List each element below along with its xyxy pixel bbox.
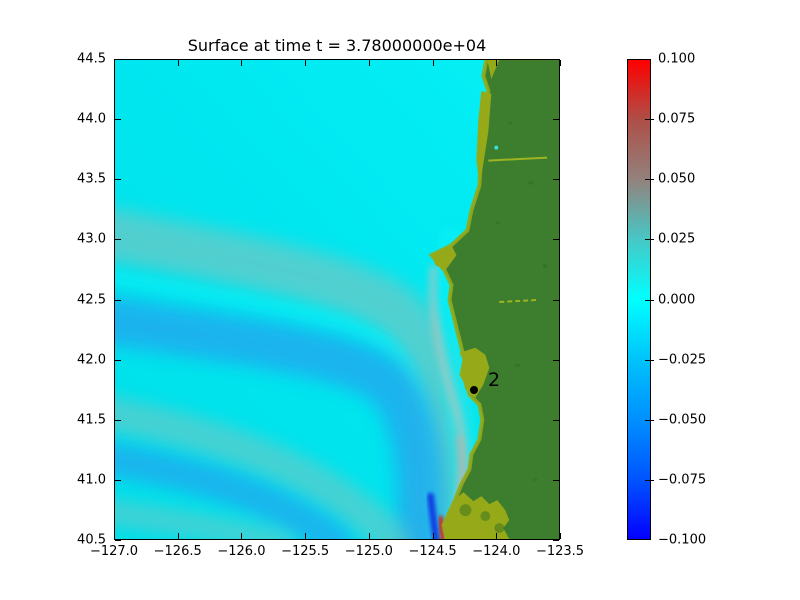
lowland-hill — [494, 523, 505, 534]
x-tick-mark-bottom — [305, 533, 307, 539]
terrain-speckles — [496, 121, 548, 482]
x-tick-mark-bottom — [241, 533, 243, 539]
landmass — [428, 60, 559, 539]
plot-title: Surface at time t = 3.78000000e+04 — [187, 36, 487, 55]
wave-crest-band-2 — [115, 396, 410, 539]
y-tick-mark-right — [553, 419, 559, 421]
gauge-2-label: 2 — [488, 369, 501, 391]
y-tick-label: 43.5 — [77, 171, 106, 187]
wave-crest-band-3 — [115, 500, 295, 539]
y-tick-label: 42.5 — [77, 292, 106, 307]
y-tick-mark-left — [115, 479, 121, 481]
x-tick-label: −126.0 — [217, 544, 266, 559]
x-tick-mark-top — [496, 60, 498, 66]
colorbar-tick-label: 0.000 — [658, 292, 696, 307]
estuary-speck — [494, 145, 499, 150]
y-tick-mark-right — [553, 179, 559, 181]
x-tick-mark-bottom — [114, 533, 115, 539]
y-tick-mark-left — [115, 299, 121, 301]
y-tick-mark-right — [553, 299, 559, 301]
y-tick-mark-left — [115, 119, 121, 121]
y-tick-label: 40.5 — [77, 532, 106, 548]
wave-trough-band-2 — [115, 443, 353, 539]
crescent-city-lowland — [459, 347, 490, 398]
colorbar-tick-label: −0.025 — [658, 352, 707, 368]
colorbar-tick-label: 0.100 — [658, 51, 696, 67]
surface-heatmap — [115, 60, 559, 539]
y-tick-mark-left — [115, 59, 121, 60]
x-tick-mark-bottom — [560, 533, 561, 539]
colorbar-tick-label: −0.050 — [658, 412, 707, 428]
y-tick-mark-left — [115, 359, 121, 361]
south-lowland — [443, 492, 510, 539]
x-tick-mark-bottom — [177, 533, 179, 539]
y-tick-mark-left — [115, 540, 121, 541]
y-tick-mark-left — [115, 239, 121, 241]
x-tick-label: −125.5 — [281, 544, 330, 559]
y-tick-mark-right — [553, 119, 559, 121]
colorbar-tick-mark — [645, 419, 654, 421]
x-tick-mark-top — [114, 60, 115, 66]
x-tick-mark-top — [432, 60, 434, 66]
deep-trough-streak — [427, 492, 440, 539]
y-tick-mark-right — [553, 540, 559, 541]
colorbar-tick-label: 0.075 — [658, 111, 696, 127]
colorbar-tick-mark — [645, 479, 654, 481]
y-tick-label: 42.0 — [77, 352, 106, 368]
colorbar-tick-label: −0.100 — [658, 532, 707, 548]
cape-fringe — [431, 245, 457, 271]
lowland-hill — [459, 504, 472, 517]
y-tick-mark-right — [553, 239, 559, 241]
extreme-crest-streak — [438, 515, 446, 539]
y-tick-label: 41.0 — [77, 472, 106, 488]
y-tick-label: 43.0 — [77, 231, 106, 247]
x-tick-mark-bottom — [368, 533, 370, 539]
x-tick-mark-top — [305, 60, 307, 66]
x-tick-mark-bottom — [496, 533, 498, 539]
land-polygon — [431, 60, 559, 539]
y-tick-label: 41.5 — [77, 412, 106, 428]
colorbar-tick-label: 0.050 — [658, 171, 696, 187]
colorbar-tick-mark — [645, 359, 654, 361]
colorbar-tick-mark — [645, 179, 654, 181]
x-tick-label: −127.0 — [89, 544, 139, 559]
y-tick-mark-right — [553, 359, 559, 361]
x-tick-label: −124.0 — [472, 544, 521, 559]
x-tick-label: −124.5 — [408, 544, 457, 559]
y-tick-label: 44.0 — [77, 111, 106, 127]
shore-ridge — [476, 90, 492, 186]
map-plot-area — [114, 59, 560, 540]
y-tick-mark-right — [553, 59, 559, 60]
colorbar-tick-mark — [645, 299, 654, 301]
x-tick-mark-top — [177, 60, 179, 66]
y-tick-mark-left — [115, 419, 121, 421]
y-tick-label: 44.5 — [77, 51, 106, 67]
wave-trough-band-1 — [115, 297, 445, 539]
lowland-hill — [480, 511, 491, 522]
y-tick-mark-right — [553, 479, 559, 481]
x-tick-label: −123.5 — [535, 544, 585, 559]
colorbar-tick-mark — [645, 119, 654, 121]
colorbar-tick-mark — [645, 239, 654, 241]
x-tick-mark-top — [241, 60, 243, 66]
x-tick-label: −125.0 — [344, 544, 393, 559]
x-tick-label: −126.5 — [153, 544, 202, 559]
x-tick-mark-bottom — [432, 533, 434, 539]
x-tick-mark-top — [560, 60, 561, 66]
colorbar-tick-label: 0.025 — [658, 231, 696, 247]
gauge-2-marker — [470, 386, 478, 394]
wave-crest-band-1 — [115, 208, 467, 539]
river-valley — [488, 156, 548, 162]
river-valley — [499, 299, 538, 303]
x-tick-mark-top — [368, 60, 370, 66]
colorbar-tick-label: −0.075 — [658, 472, 707, 488]
y-tick-mark-left — [115, 179, 121, 181]
